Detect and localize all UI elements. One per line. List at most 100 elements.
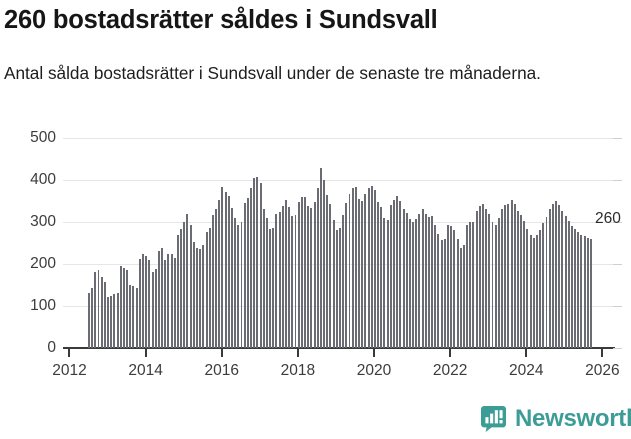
- bar: [520, 215, 523, 348]
- newsworthy-logo[interactable]: Newsworthy: [481, 406, 631, 432]
- bar: [481, 204, 484, 348]
- bar: [466, 225, 469, 348]
- bar: [386, 220, 389, 348]
- bar: [275, 213, 278, 348]
- bar: [342, 214, 345, 348]
- y-tick-mark: [613, 180, 622, 181]
- bar: [440, 239, 443, 348]
- bar: [367, 187, 370, 348]
- logo-wordmark: Newsworthy: [515, 405, 631, 432]
- bar: [535, 235, 538, 348]
- bar: [399, 201, 402, 348]
- bar: [297, 202, 300, 348]
- bar: [516, 210, 519, 348]
- bar: [154, 269, 157, 348]
- bar: [529, 234, 532, 348]
- bar: [402, 208, 405, 348]
- bar: [94, 272, 97, 348]
- bar: [421, 208, 424, 348]
- bar: [351, 187, 354, 348]
- bar: [358, 198, 361, 348]
- bar: [208, 227, 211, 348]
- bar: [332, 219, 335, 348]
- bar: [345, 203, 348, 348]
- bar: [253, 178, 256, 348]
- bar: [488, 214, 491, 348]
- bar: [558, 204, 561, 348]
- bar: [310, 207, 313, 348]
- bar: [437, 233, 440, 348]
- x-axis-tick-label: 2012: [52, 362, 87, 379]
- bar: [548, 209, 551, 348]
- bar: [240, 222, 243, 348]
- bar: [307, 205, 310, 348]
- bar: [161, 248, 164, 348]
- bar: [211, 215, 214, 348]
- bar: [393, 199, 395, 348]
- bar: [570, 225, 573, 348]
- bar: [412, 222, 415, 348]
- x-axis-tick-label: 2020: [356, 362, 392, 379]
- bar: [542, 222, 545, 348]
- bar: [218, 199, 221, 348]
- bar: [132, 286, 135, 348]
- x-tick-mark: [220, 348, 223, 357]
- bar: [224, 191, 227, 348]
- page-title: 260 bostadsrätter såldes i Sundsvall: [4, 6, 438, 34]
- bar: [221, 186, 224, 348]
- bar: [370, 185, 373, 348]
- bar: [526, 228, 529, 348]
- bar: [186, 213, 189, 348]
- bar: [196, 248, 198, 348]
- bar: [122, 268, 125, 348]
- bar: [151, 271, 154, 348]
- bar: [300, 196, 303, 348]
- x-tick-mark: [296, 348, 299, 357]
- bar: [348, 193, 351, 348]
- bar: [192, 242, 195, 348]
- bar: [167, 254, 170, 348]
- bar: [354, 187, 357, 348]
- bar: [377, 201, 380, 348]
- bar: [88, 292, 90, 348]
- bar: [259, 183, 262, 348]
- x-axis-line: [63, 347, 615, 349]
- bar: [364, 194, 367, 348]
- y-tick-mark: [613, 306, 622, 307]
- bar: [262, 209, 265, 348]
- bar: [304, 197, 307, 348]
- bar: [456, 239, 459, 348]
- bar: [513, 204, 516, 348]
- bar: [380, 207, 383, 348]
- bar: [323, 180, 326, 348]
- bar: [183, 222, 186, 348]
- bar: [504, 205, 507, 348]
- bar: [485, 208, 488, 348]
- bar: [173, 257, 176, 348]
- bar: [243, 203, 246, 348]
- bar: [234, 217, 237, 348]
- bar: [545, 216, 548, 348]
- bar: [129, 285, 132, 348]
- bar: [126, 270, 129, 348]
- bar: [443, 238, 446, 348]
- bar: [555, 201, 558, 348]
- bar: [164, 260, 167, 348]
- bar: [326, 194, 329, 348]
- bar: [469, 222, 472, 348]
- bar: [431, 216, 434, 348]
- y-tick-mark: [613, 264, 622, 265]
- bars-container: [88, 168, 592, 348]
- bar: [176, 235, 179, 348]
- bar: [157, 250, 160, 348]
- bar: [580, 234, 583, 348]
- y-axis-tick-label: 400: [30, 171, 56, 188]
- bar: [107, 296, 110, 348]
- page-subtitle: Antal sålda bostadsrätter i Sundsvall un…: [4, 63, 541, 83]
- bar: [205, 232, 208, 348]
- bar: [189, 224, 192, 348]
- bar: [586, 237, 589, 348]
- bar: [202, 245, 205, 348]
- bar: [119, 265, 122, 348]
- bar: [272, 227, 275, 348]
